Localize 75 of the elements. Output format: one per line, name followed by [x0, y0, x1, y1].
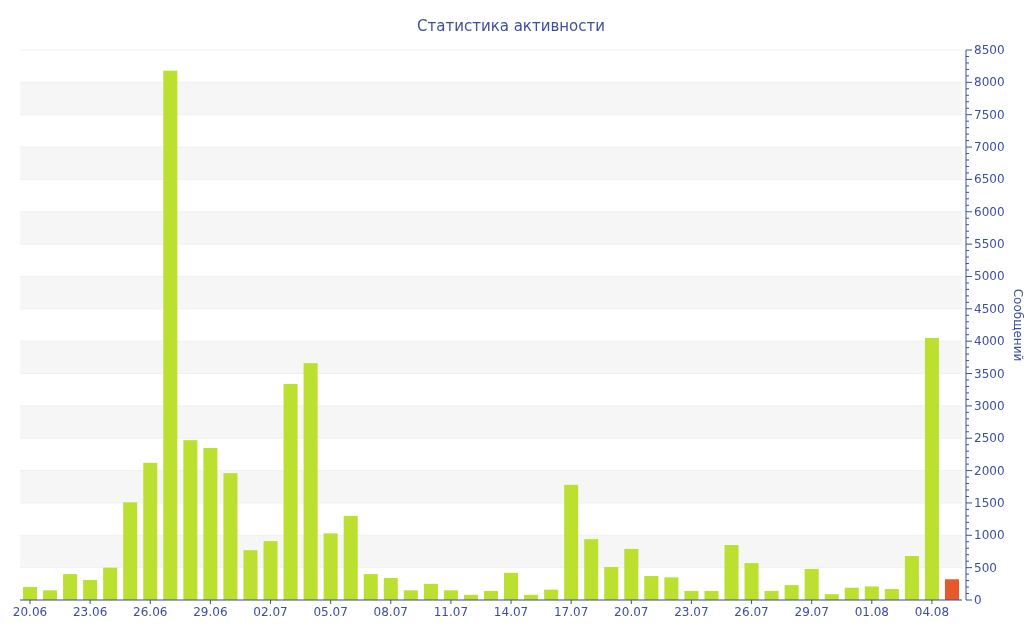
x-tick-label: 26.07 — [734, 605, 769, 619]
x-tick-label: 04.08 — [914, 605, 950, 619]
y-tick-label: 5000 — [974, 269, 1005, 284]
bar — [43, 590, 58, 600]
y-tick-label: 3500 — [974, 366, 1005, 381]
bar — [163, 70, 178, 600]
x-tick-label: 14.07 — [493, 605, 529, 619]
bar — [784, 585, 799, 600]
bar — [383, 578, 398, 600]
bar — [143, 462, 158, 600]
x-tick-label: 08.07 — [373, 605, 408, 619]
x-tick-label: 01.08 — [854, 605, 889, 619]
bar — [804, 568, 819, 600]
bar — [363, 574, 378, 600]
y-tick-label: 8000 — [974, 75, 1005, 90]
y-tick-label: 4500 — [974, 301, 1005, 316]
chart-title: Статистика активности — [417, 17, 605, 35]
y-tick-label: 6500 — [974, 172, 1005, 187]
bar — [724, 545, 739, 600]
bar — [63, 574, 78, 600]
bar — [83, 579, 98, 600]
x-tick-label: 05.07 — [313, 605, 348, 619]
bar — [644, 576, 659, 600]
bar — [924, 337, 939, 600]
x-tick-label: 23.06 — [72, 605, 108, 619]
bar — [604, 567, 619, 600]
bar — [744, 563, 759, 600]
y-tick-label: 2500 — [974, 431, 1005, 446]
bar — [504, 572, 519, 600]
bar — [564, 484, 579, 600]
bar — [624, 548, 639, 600]
y-tick-label: 2000 — [974, 463, 1005, 478]
bar — [443, 590, 458, 600]
bar — [303, 363, 318, 600]
bar — [904, 556, 919, 600]
bar — [844, 587, 859, 600]
bar — [423, 583, 438, 600]
bar — [884, 589, 899, 600]
bar — [944, 579, 959, 600]
bar — [664, 577, 679, 600]
bar — [103, 567, 118, 600]
bar — [283, 383, 298, 600]
bar — [23, 587, 38, 600]
bar — [403, 590, 418, 600]
y-tick-label: 4000 — [974, 334, 1005, 349]
y-axis-title: Сообщений — [1011, 288, 1024, 362]
y-tick-label: 6000 — [974, 204, 1005, 219]
y-tick-label: 3000 — [974, 398, 1005, 413]
bar — [584, 539, 599, 600]
y-tick-label: 7500 — [974, 107, 1005, 122]
y-tick-label: 1500 — [974, 495, 1005, 510]
x-tick-label: 26.06 — [133, 605, 168, 619]
bar — [183, 440, 198, 600]
x-tick-label: 02.07 — [253, 605, 288, 619]
bar — [323, 533, 338, 600]
bar — [123, 502, 138, 600]
y-tick-label: 8500 — [974, 43, 1005, 57]
x-tick-label: 17.07 — [553, 605, 589, 619]
x-tick-label: 29.07 — [794, 605, 829, 619]
x-tick-label: 20.06 — [12, 605, 48, 619]
x-tick-label: 23.07 — [674, 605, 709, 619]
bar — [223, 473, 238, 600]
bar — [203, 447, 218, 600]
x-tick-label: 11.07 — [433, 605, 469, 619]
y-tick-label: 7000 — [974, 140, 1005, 155]
x-tick-label: 29.06 — [193, 605, 228, 619]
bar — [243, 550, 258, 600]
x-tick-label: 20.07 — [614, 605, 649, 619]
y-tick-label: 500 — [974, 560, 997, 575]
bar — [343, 515, 358, 600]
y-tick-label: 1000 — [974, 528, 1005, 543]
bar — [263, 541, 278, 600]
y-tick-label: 5500 — [974, 237, 1005, 252]
bar — [864, 586, 879, 600]
y-tick-label: 0 — [974, 593, 982, 607]
